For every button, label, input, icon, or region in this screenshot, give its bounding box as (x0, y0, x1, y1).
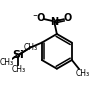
Text: CH₃: CH₃ (11, 65, 25, 74)
Text: ⁻O: ⁻O (32, 13, 45, 23)
Text: N: N (50, 17, 58, 27)
Text: Si: Si (13, 50, 24, 60)
Text: CH₃: CH₃ (75, 69, 89, 78)
Text: +: + (55, 17, 60, 22)
Text: O: O (63, 13, 71, 23)
Text: CH₃: CH₃ (0, 58, 13, 67)
Text: CH₃: CH₃ (23, 43, 38, 52)
